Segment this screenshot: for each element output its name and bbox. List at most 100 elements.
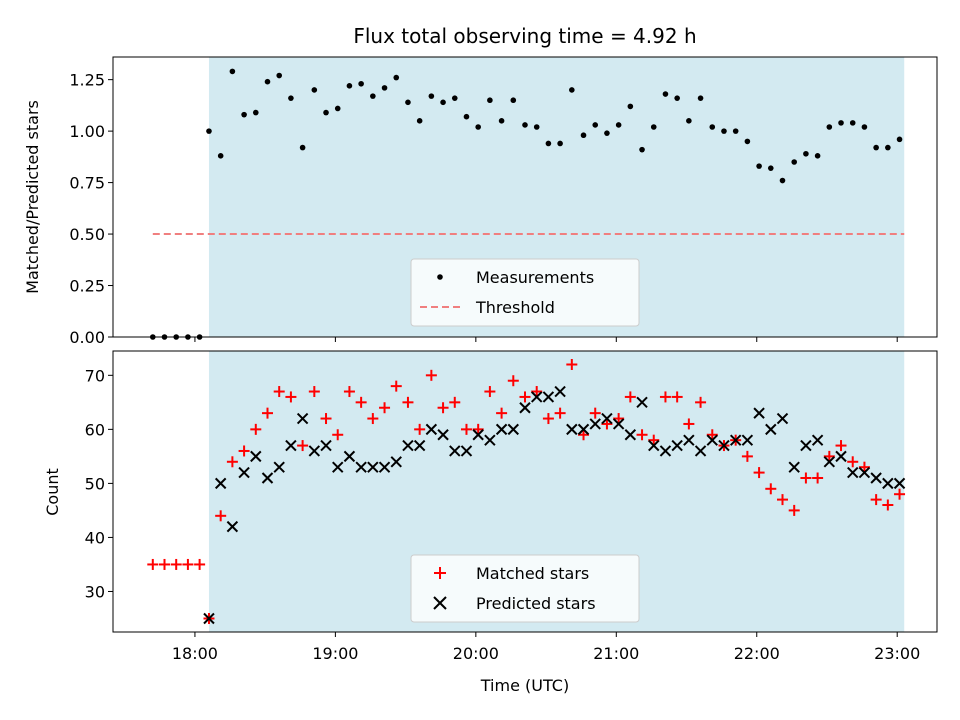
predicted-star-point bbox=[858, 466, 871, 479]
predicted-star-point bbox=[636, 396, 648, 409]
measurement-point bbox=[428, 93, 435, 99]
measurement-point bbox=[498, 118, 505, 124]
matched-star-point bbox=[788, 504, 800, 516]
measurement-points bbox=[149, 68, 903, 340]
predicted-star-point bbox=[460, 445, 473, 457]
matched-star-point bbox=[449, 396, 461, 408]
matched-star-point bbox=[484, 386, 496, 398]
matched-star-point bbox=[320, 413, 332, 425]
measurement-point bbox=[206, 128, 212, 134]
measurement-point bbox=[381, 85, 388, 91]
matched-star-point bbox=[159, 558, 170, 570]
matched-star-point bbox=[823, 450, 835, 462]
predicted-star-point bbox=[261, 472, 274, 484]
measurement-point bbox=[440, 99, 446, 106]
ratio-legend-box bbox=[410, 258, 640, 327]
predicted-star-point bbox=[554, 385, 566, 398]
predicted-star-point bbox=[870, 472, 882, 484]
measurement-point bbox=[791, 159, 798, 165]
ratio-y-tick-label: 1.25 bbox=[69, 71, 105, 90]
predicted-star-point bbox=[437, 429, 449, 441]
matched-star-point bbox=[367, 413, 379, 425]
measurement-point bbox=[393, 74, 400, 81]
measurement-point bbox=[580, 132, 587, 139]
predicted-star-point bbox=[519, 402, 531, 414]
measurement-point bbox=[405, 99, 411, 106]
matched-star-point bbox=[355, 396, 367, 408]
measurement-point bbox=[229, 68, 236, 75]
ratio-y-ticks: 0.00 0.25 0.50 0.75 1.00 1.25 bbox=[69, 71, 113, 347]
measurement-point bbox=[650, 124, 657, 130]
count-x-tick-label: 19:00 bbox=[312, 644, 358, 663]
matched-star-point bbox=[858, 461, 870, 473]
predicted-star-point bbox=[507, 423, 520, 436]
predicted-star-point bbox=[402, 439, 414, 452]
measurement-point bbox=[217, 153, 224, 159]
predicted-stars-points bbox=[203, 385, 906, 625]
matched-star-point bbox=[460, 423, 472, 435]
predicted-star-point bbox=[542, 391, 555, 403]
x-axis-label: Time (UTC) bbox=[480, 676, 569, 695]
matched-star-point bbox=[847, 456, 859, 468]
predicted-star-point bbox=[367, 461, 379, 473]
measurement-point bbox=[569, 87, 575, 93]
measurement-point bbox=[767, 165, 774, 171]
predicted-star-point bbox=[332, 461, 344, 473]
measurement-point bbox=[697, 95, 704, 101]
measurement-point bbox=[334, 105, 341, 112]
ratio-legend: Measurements Threshold bbox=[410, 258, 640, 327]
measurement-point bbox=[522, 122, 528, 128]
matched-star-point bbox=[273, 386, 285, 398]
ratio-x-ticks bbox=[194, 337, 898, 342]
matched-star-point bbox=[402, 396, 414, 408]
matched-star-point bbox=[472, 423, 484, 435]
matched-star-point bbox=[297, 440, 309, 452]
measurement-point bbox=[545, 140, 552, 147]
legend-measurements-label: Measurements bbox=[476, 268, 594, 287]
measurement-point bbox=[779, 177, 786, 184]
predicted-star-point bbox=[659, 445, 672, 457]
matched-star-point bbox=[624, 391, 636, 403]
count-x-tick-label: 20:00 bbox=[453, 644, 499, 663]
matched-star-point bbox=[414, 423, 426, 435]
matched-star-point bbox=[578, 429, 590, 441]
matched-star-point bbox=[800, 472, 812, 484]
matched-star-point bbox=[390, 380, 402, 392]
count-x-ticks: 18:00 19:00 20:00 21:00 22:00 23:00 bbox=[172, 632, 920, 663]
measurement-point bbox=[709, 124, 716, 130]
legend-matched-label: Matched stars bbox=[476, 564, 589, 583]
matched-star-point bbox=[496, 407, 508, 419]
matched-star-point bbox=[147, 558, 159, 570]
predicted-star-point bbox=[413, 439, 426, 452]
predicted-star-point bbox=[589, 418, 601, 430]
matched-star-point bbox=[659, 391, 671, 403]
matched-star-point bbox=[882, 499, 894, 511]
measurement-point bbox=[604, 130, 610, 136]
matched-star-point bbox=[238, 445, 250, 457]
measurement-point bbox=[627, 103, 634, 110]
predicted-star-point bbox=[882, 477, 894, 490]
matched-star-point bbox=[554, 407, 566, 419]
matched-star-point bbox=[170, 558, 182, 570]
predicted-star-point bbox=[308, 445, 321, 457]
matched-star-point bbox=[519, 391, 531, 403]
ratio-y-axis-label: Matched/Predicted stars bbox=[23, 100, 42, 294]
matched-star-point bbox=[835, 440, 847, 452]
measurement-point bbox=[592, 122, 599, 128]
measurement-point bbox=[756, 163, 762, 169]
predicted-star-point bbox=[238, 466, 250, 479]
predicted-star-point bbox=[776, 412, 789, 425]
measurement-point bbox=[721, 128, 727, 134]
measurement-point bbox=[674, 95, 680, 101]
measurement-point bbox=[873, 144, 879, 151]
matched-star-point bbox=[343, 386, 355, 398]
matched-star-point bbox=[812, 472, 824, 484]
measurement-point bbox=[241, 111, 247, 118]
predicted-star-point bbox=[823, 456, 836, 468]
matched-star-point bbox=[636, 429, 648, 441]
measurement-point bbox=[463, 113, 470, 120]
measurement-point bbox=[744, 138, 751, 145]
measurement-point bbox=[814, 153, 821, 159]
measurement-point bbox=[849, 120, 856, 126]
